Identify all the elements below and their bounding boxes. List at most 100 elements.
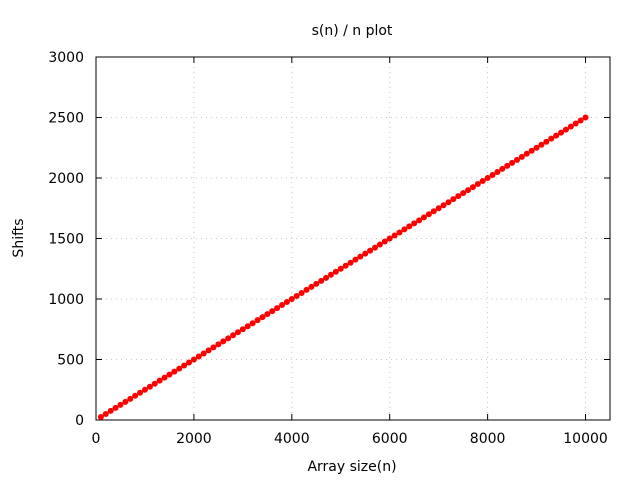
y-tick-label: 2500 [48, 111, 84, 127]
axis-ticks [95, 56, 610, 421]
data-point [293, 292, 300, 299]
data-point [313, 280, 320, 287]
data-point [137, 389, 144, 396]
data-point [308, 283, 315, 290]
data-point [391, 232, 398, 239]
data-point [318, 277, 325, 284]
data-point [166, 371, 173, 378]
data-point [264, 311, 271, 318]
data-point [582, 114, 589, 121]
data-point [195, 353, 202, 360]
data-point [386, 235, 393, 242]
data-point [416, 217, 423, 224]
data-point [117, 401, 124, 408]
data-point [239, 326, 246, 333]
x-tick-label: 2000 [176, 431, 212, 447]
y-tick-label: 3000 [48, 50, 84, 66]
data-point [499, 165, 506, 172]
x-tick-label: 4000 [274, 431, 310, 447]
data-point [274, 305, 281, 312]
data-point [327, 271, 334, 278]
x-tick-label: 8000 [470, 431, 506, 447]
data-point [357, 253, 364, 260]
data-point [460, 190, 467, 197]
x-tick-label: 6000 [372, 431, 408, 447]
data-point [543, 138, 550, 145]
data-point [513, 156, 520, 163]
data-point [249, 320, 256, 327]
data-point [484, 175, 491, 181]
data-point [489, 171, 496, 178]
data-point [156, 377, 163, 384]
data-point [332, 268, 339, 275]
data-point [210, 344, 217, 351]
data-point [435, 205, 442, 212]
data-point [190, 356, 197, 363]
data-point [372, 244, 379, 251]
data-point [181, 362, 188, 369]
data-point [122, 398, 129, 405]
data-point [494, 168, 501, 175]
data-point [420, 214, 427, 221]
data-point [474, 181, 481, 188]
data-point [288, 296, 295, 302]
data-point [465, 187, 472, 194]
data-point [504, 162, 511, 169]
data-point [469, 184, 476, 191]
y-axis-label: Shifts [11, 218, 27, 257]
data-point [347, 259, 354, 266]
data-point [352, 256, 359, 263]
data-point [97, 413, 104, 420]
data-point [342, 262, 349, 269]
data-point [367, 247, 374, 254]
plot-frame [95, 56, 611, 421]
data-point [323, 274, 330, 281]
data-point [205, 347, 212, 354]
data-point [538, 141, 545, 148]
x-tick-labels: 0 2000 4000 6000 8000 10000 [92, 431, 608, 447]
data-point [553, 132, 560, 139]
data-point [279, 302, 286, 309]
data-point [445, 199, 452, 206]
data-point [533, 144, 540, 151]
data-point [548, 135, 555, 142]
data-point [455, 193, 462, 200]
data-point [411, 220, 418, 227]
data-point [259, 314, 266, 321]
y-tick-label: 1000 [48, 292, 84, 308]
data-point [176, 365, 183, 372]
data-point [558, 129, 565, 136]
data-point [171, 368, 178, 375]
data-point [161, 374, 168, 381]
data-point [234, 329, 241, 336]
data-point [376, 241, 383, 248]
data-point [151, 380, 158, 387]
data-point [283, 299, 290, 306]
data-point [298, 289, 305, 296]
y-tick-labels: 0 500 1000 1500 2000 2500 3000 [48, 50, 84, 429]
data-point [146, 383, 153, 390]
data-point [425, 211, 432, 218]
data-point [215, 341, 222, 348]
data-point [244, 323, 251, 330]
data-point [479, 178, 486, 185]
data-point [337, 265, 344, 272]
data-point [518, 153, 525, 160]
data-point [269, 308, 276, 315]
data-point [200, 350, 207, 357]
data-point [406, 223, 413, 230]
data-point [225, 335, 232, 342]
grid-lines [96, 57, 610, 420]
data-point [220, 338, 227, 345]
data-point [107, 407, 114, 414]
data-point [230, 332, 237, 339]
data-point [401, 226, 408, 233]
chart-title: s(n) / n plot [312, 23, 393, 39]
data-point [523, 150, 530, 157]
data-point [102, 410, 109, 417]
data-point [132, 392, 139, 399]
data-point [562, 126, 569, 133]
data-point [440, 202, 447, 209]
y-tick-label: 2000 [48, 171, 84, 187]
